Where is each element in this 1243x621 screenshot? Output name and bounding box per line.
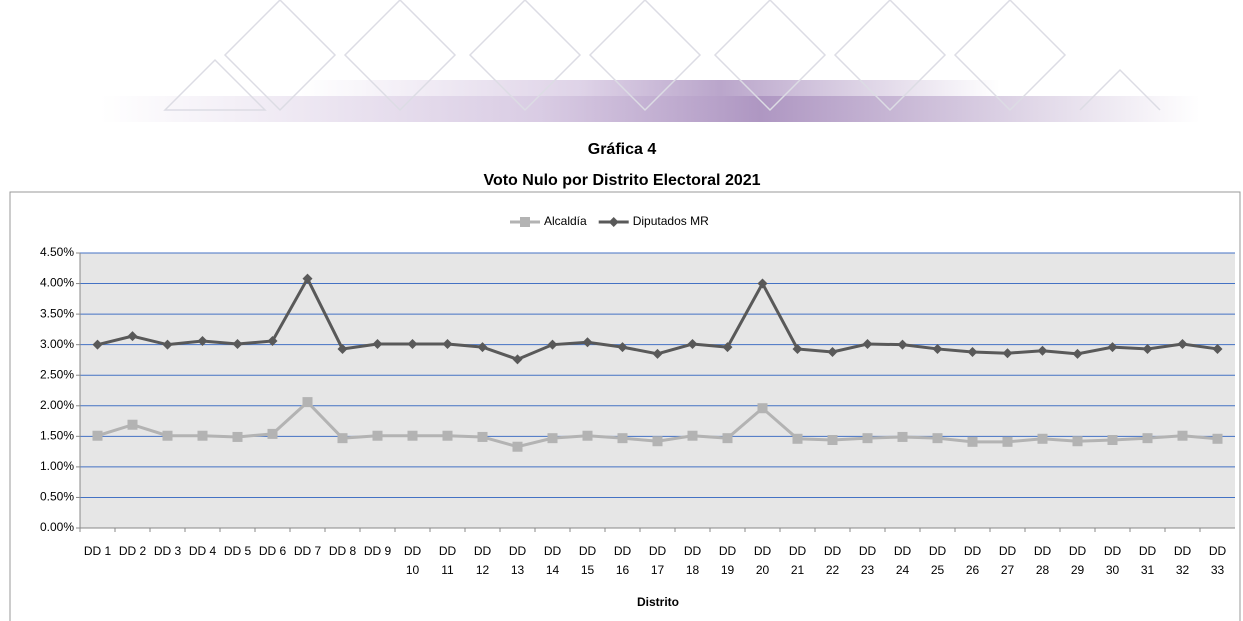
marker [968,437,978,447]
marker [338,433,348,443]
x-tick-label: DD 5 [224,544,252,558]
marker [1143,433,1153,443]
marker [443,431,453,441]
y-tick-label: 1.50% [40,429,74,443]
marker [548,433,558,443]
marker [1108,435,1118,445]
plot-area [80,253,1235,528]
header-banner [100,0,1200,122]
marker [1003,437,1013,447]
marker [688,431,698,441]
marker [933,433,943,443]
marker [1073,436,1083,446]
marker [163,431,173,441]
x-axis-label: Distrito [637,595,679,609]
marker [478,432,488,442]
marker [618,433,628,443]
x-tick-label: DD11 [439,544,457,577]
x-tick-label: DD 7 [294,544,322,558]
x-tick-label: DD 9 [364,544,392,558]
x-tick-label: DD18 [684,544,702,577]
y-tick-label: 3.50% [40,306,74,320]
marker [863,433,873,443]
x-tick-label: DD 1 [84,544,112,558]
y-tick-label: 3.00% [40,337,74,351]
marker [93,431,103,441]
x-tick-label: DD16 [614,544,632,577]
x-tick-label: DD 4 [189,544,217,558]
page: {"chart_data": {"type": "line", "title":… [0,0,1243,621]
y-tick-label: 4.50% [40,245,74,259]
y-tick-label: 0.50% [40,490,74,504]
marker [1178,431,1188,441]
marker [1038,434,1048,444]
marker [828,435,838,445]
marker [268,429,278,439]
marker [898,432,908,442]
marker [233,432,243,442]
y-tick-label: 4.00% [40,276,74,290]
marker [303,397,313,407]
marker [408,431,418,441]
marker [793,434,803,444]
marker [609,217,619,227]
x-tick-label: DD27 [999,544,1017,577]
marker [653,436,663,446]
marker [198,431,208,441]
legend-label: Diputados MR [633,214,709,228]
marker [1213,434,1223,444]
x-tick-label: DD 2 [119,544,147,558]
marker [520,217,530,227]
chart-subtitle: Voto Nulo por Distrito Electoral 2021 [483,172,760,189]
marker [583,431,593,441]
y-tick-label: 2.00% [40,398,74,412]
x-tick-label: DD25 [929,544,947,577]
y-tick-label: 1.00% [40,459,74,473]
marker [373,431,383,441]
x-tick-label: DD14 [544,544,562,577]
chart-title: Gráfica 4 [588,141,657,158]
x-tick-label: DD 6 [259,544,287,558]
marker [513,442,523,452]
marker [758,403,768,413]
y-tick-label: 0.00% [40,520,74,534]
chart: Gráfica 4 Voto Nulo por Distrito Elector… [0,0,1243,621]
x-tick-label: DD 8 [329,544,357,558]
marker [723,433,733,443]
legend-label: Alcaldía [544,214,587,228]
x-tick-label: DD19 [719,544,737,577]
x-tick-label: DD 3 [154,544,182,558]
y-tick-label: 2.50% [40,367,74,381]
marker [128,420,138,430]
x-tick-label: DD20 [754,544,772,577]
x-tick-label: DD28 [1034,544,1052,577]
